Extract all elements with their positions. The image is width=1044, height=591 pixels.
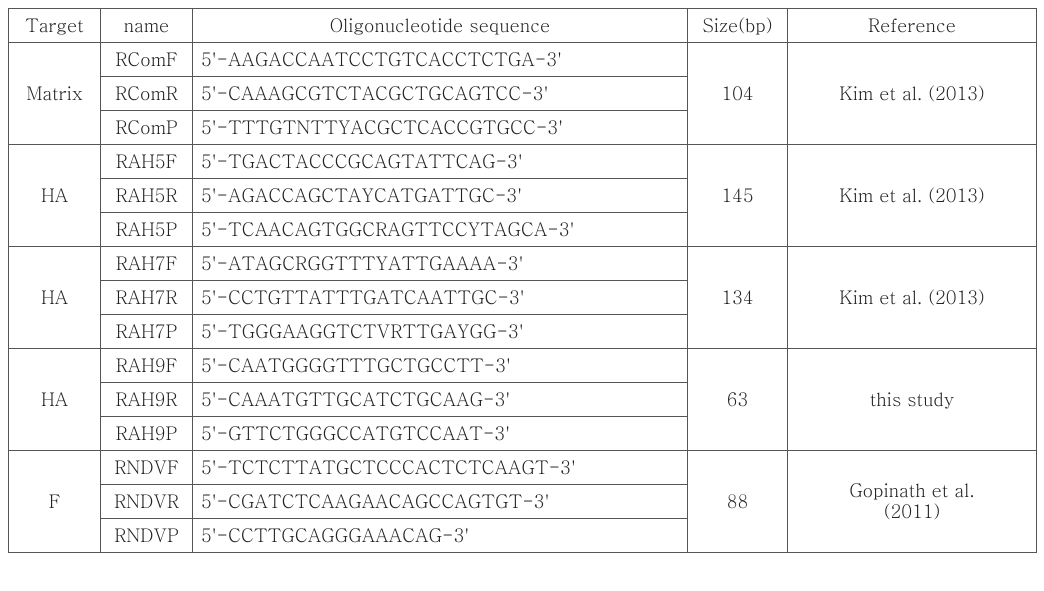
cell-name: RAH5P [101,213,193,247]
cell-name: RAH9P [101,417,193,451]
cell-target: F [9,451,101,553]
cell-name: RNDVP [101,519,193,553]
header-row: Target name Oligonucleotide sequence Siz… [9,9,1037,43]
cell-reference: this study [788,349,1037,451]
cell-sequence: 5'-CAATGGGGTTTGCTGCCTT-3' [193,349,688,383]
header-sequence: Oligonucleotide sequence [193,9,688,43]
table-row: F RNDVF 5'-TCTCTTATGCTCCCACTCTCAAGT-3' 8… [9,451,1037,485]
cell-sequence: 5'-TTTGTNTTYACGCTCACCGTGCC-3' [193,111,688,145]
cell-reference: Kim et al. (2013) [788,247,1037,349]
cell-sequence: 5'-AGACCAGCTAYCATGATTGC-3' [193,179,688,213]
header-target: Target [9,9,101,43]
cell-name: RAH9F [101,349,193,383]
cell-sequence: 5'-AAGACCAATCCTGTCACCTCTGA-3' [193,43,688,77]
cell-sequence: 5'-TGACTACCCGCAGTATTCAG-3' [193,145,688,179]
cell-name: RAH7P [101,315,193,349]
table-row: HA RAH5F 5'-TGACTACCCGCAGTATTCAG-3' 145 … [9,145,1037,179]
reference-line2: (2011) [884,499,940,524]
cell-sequence: 5'-CAAATGTTGCATCTGCAAG-3' [193,383,688,417]
table-row: HA RAH7F 5'-ATAGCRGGTTTYATTGAAAA-3' 134 … [9,247,1037,281]
cell-size: 88 [688,451,788,553]
cell-sequence: 5'-ATAGCRGGTTTYATTGAAAA-3' [193,247,688,281]
cell-name: RNDVR [101,485,193,519]
cell-name: RComP [101,111,193,145]
cell-sequence: 5'-TGGGAAGGTCTVRTTGAYGG-3' [193,315,688,349]
table-row: Matrix RComF 5'-AAGACCAATCCTGTCACCTCTGA-… [9,43,1037,77]
table-row: HA RAH9F 5'-CAATGGGGTTTGCTGCCTT-3' 63 th… [9,349,1037,383]
cell-sequence: 5'-CAAAGCGTCTACGCTGCAGTCC-3' [193,77,688,111]
cell-target: HA [9,349,101,451]
header-size: Size(bp) [688,9,788,43]
cell-name: RAH9R [101,383,193,417]
header-name: name [101,9,193,43]
cell-sequence: 5'-CCTGTTATTTGATCAATTGC-3' [193,281,688,315]
cell-size: 63 [688,349,788,451]
cell-target: HA [9,247,101,349]
cell-sequence: 5'-GTTCTGGGCCATGTCCAAT-3' [193,417,688,451]
cell-sequence: 5'-CGATCTCAAGAACAGCCAGTGT-3' [193,485,688,519]
primer-table: Target name Oligonucleotide sequence Siz… [8,8,1037,553]
cell-size: 104 [688,43,788,145]
cell-name: RAH7F [101,247,193,281]
header-reference: Reference [788,9,1037,43]
cell-reference: Kim et al. (2013) [788,145,1037,247]
cell-sequence: 5'-TCTCTTATGCTCCCACTCTCAAGT-3' [193,451,688,485]
cell-size: 134 [688,247,788,349]
cell-reference: Gopinath et al. (2011) [788,451,1037,553]
cell-name: RAH5F [101,145,193,179]
cell-name: RComF [101,43,193,77]
cell-reference: Kim et al. (2013) [788,43,1037,145]
cell-target: Matrix [9,43,101,145]
cell-name: RNDVF [101,451,193,485]
cell-name: RAH7R [101,281,193,315]
cell-name: RAH5R [101,179,193,213]
cell-sequence: 5'-CCTTGCAGGGAAACAG-3' [193,519,688,553]
cell-target: HA [9,145,101,247]
cell-size: 145 [688,145,788,247]
cell-sequence: 5'-TCAACAGTGGCRAGTTCCYTAGCA-3' [193,213,688,247]
cell-name: RComR [101,77,193,111]
